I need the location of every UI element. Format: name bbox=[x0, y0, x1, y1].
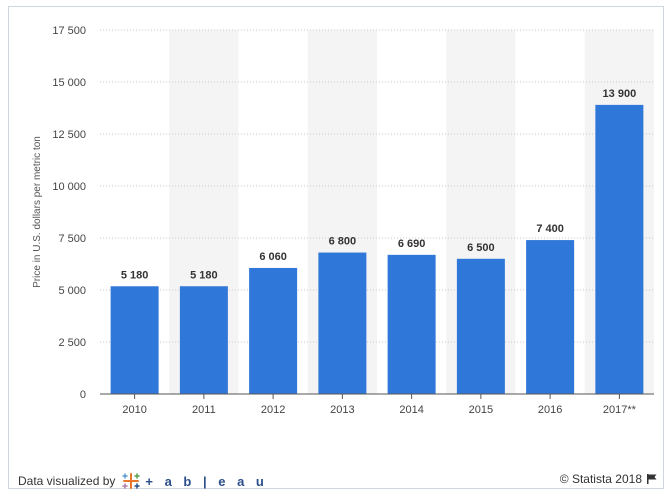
y-tick-label: 7 500 bbox=[58, 233, 86, 245]
y-tick-label: 2 500 bbox=[58, 337, 86, 349]
bar bbox=[595, 104, 644, 394]
x-tick-label: 2010 bbox=[122, 404, 146, 416]
tableau-logo[interactable]: + a b | e a u bbox=[121, 472, 267, 490]
statista-copyright[interactable]: © Statista 2018 bbox=[559, 472, 642, 486]
x-tick-label: 2013 bbox=[330, 404, 354, 416]
bar bbox=[387, 254, 436, 394]
y-axis-label: Price in U.S. dollars per metric ton bbox=[32, 136, 43, 288]
frame-top-border bbox=[8, 6, 664, 7]
x-tick-label: 2016 bbox=[538, 404, 562, 416]
bar-value-label: 6 800 bbox=[329, 236, 357, 248]
tableau-logo-icon bbox=[122, 473, 141, 489]
footer-attribution: Data visualized by + a b | e a u bbox=[18, 472, 268, 490]
bar bbox=[456, 258, 505, 394]
chart-frame bbox=[8, 6, 664, 489]
x-tick-label: 2017** bbox=[603, 404, 637, 416]
bar bbox=[526, 240, 575, 394]
y-tick-label: 15 000 bbox=[52, 77, 86, 89]
x-tick-label: 2011 bbox=[192, 404, 216, 416]
bar bbox=[318, 252, 367, 394]
bar bbox=[110, 286, 159, 394]
bar-value-label: 6 500 bbox=[467, 242, 495, 254]
y-tick-label: 10 000 bbox=[52, 181, 86, 193]
footer-copyright: © Statista 2018 bbox=[560, 472, 658, 486]
x-tick-label: 2014 bbox=[399, 404, 423, 416]
y-tick-label: 12 500 bbox=[52, 129, 86, 141]
y-tick-label: 0 bbox=[80, 389, 86, 401]
x-tick-label: 2012 bbox=[261, 404, 285, 416]
bar-value-label: 6 690 bbox=[398, 238, 426, 250]
y-tick-label: 17 500 bbox=[52, 25, 86, 37]
bar-value-label: 6 060 bbox=[259, 251, 287, 263]
bar-chart: 0 2 500 5 000 7 500 10 000 12 500 15 000 17 500… bbox=[32, 25, 654, 416]
y-tick-label: 5 000 bbox=[58, 285, 86, 297]
bar bbox=[249, 267, 298, 394]
tableau-wordmark: + a b | e a u bbox=[145, 473, 268, 489]
bar-value-label: 5 180 bbox=[121, 269, 149, 281]
x-tick-label: 2015 bbox=[469, 404, 493, 416]
bar-value-label: 5 180 bbox=[190, 269, 218, 281]
bar bbox=[179, 286, 228, 394]
data-visualized-text: Data visualized by bbox=[18, 474, 116, 488]
bar-value-label: 13 900 bbox=[603, 88, 637, 100]
flag-icon[interactable] bbox=[646, 473, 658, 485]
bar-value-label: 7 400 bbox=[536, 223, 564, 235]
